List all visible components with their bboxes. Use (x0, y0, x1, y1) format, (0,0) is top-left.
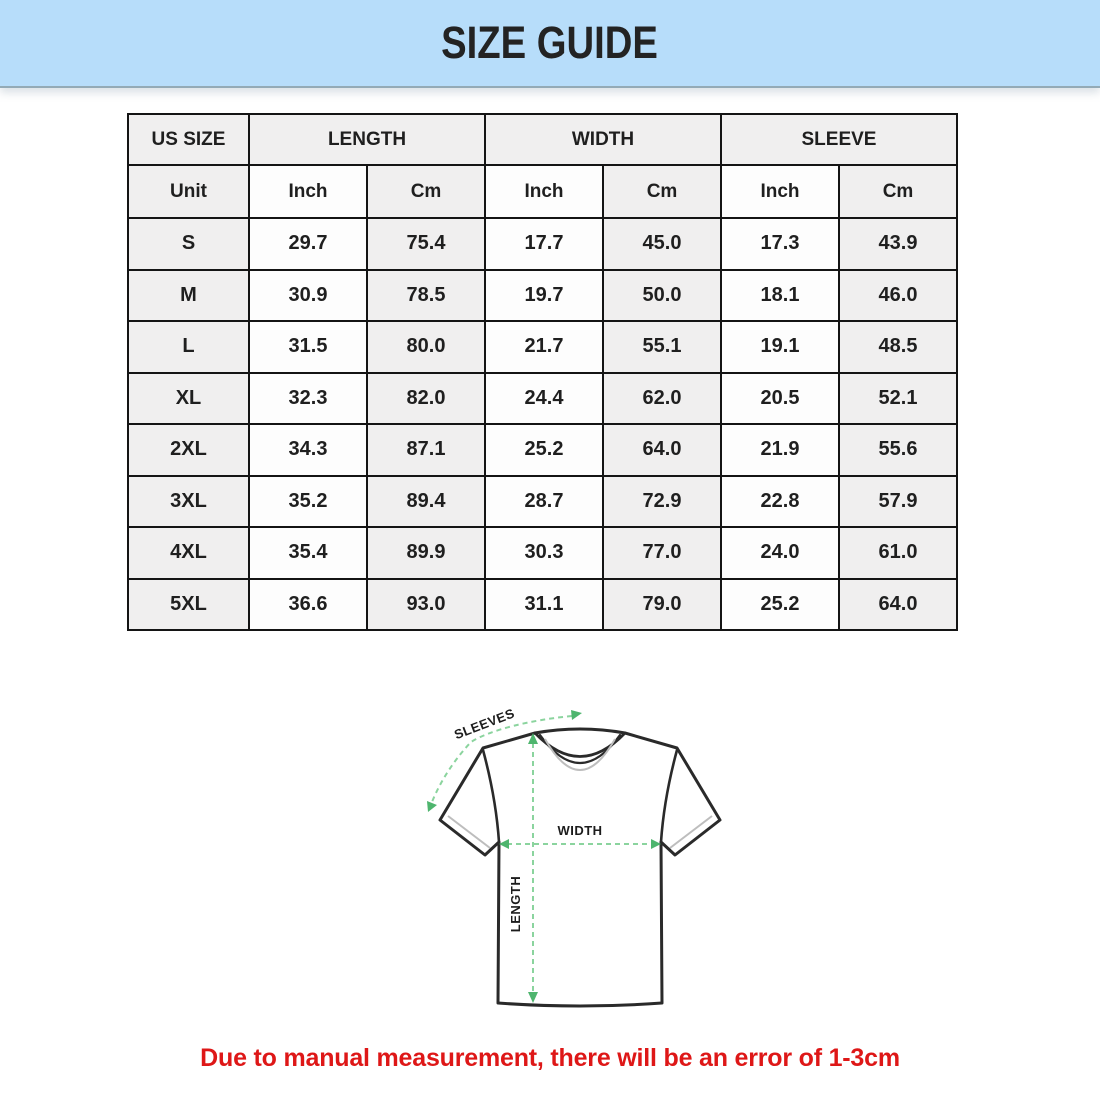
value-cell: 45.0 (602, 217, 722, 271)
value-cell: 21.9 (720, 423, 840, 477)
value-cell: 17.7 (484, 217, 604, 271)
value-cell: 25.2 (720, 577, 840, 631)
size-cell: M (127, 268, 250, 322)
value-cell: 35.2 (248, 474, 368, 528)
table-unit-row: Unit Inch Cm Inch Cm Inch Cm (127, 164, 958, 219)
value-cell: 82.0 (366, 371, 486, 425)
value-cell: 28.7 (484, 474, 604, 528)
table-row: L 31.5 80.0 21.7 55.1 19.1 48.5 (127, 320, 958, 374)
size-cell: 3XL (127, 474, 250, 528)
value-cell: 19.1 (720, 320, 840, 374)
sleeves-label: SLEEVES (452, 705, 517, 742)
value-cell: 79.0 (602, 577, 722, 631)
value-cell: 35.4 (248, 526, 368, 580)
value-cell: 30.9 (248, 268, 368, 322)
sleeves-arrow (427, 710, 582, 812)
value-cell: 62.0 (602, 371, 722, 425)
value-cell: 29.7 (248, 217, 368, 271)
size-cell: 5XL (127, 577, 250, 631)
value-cell: 64.0 (838, 577, 958, 631)
unit-cell: Unit (127, 164, 250, 219)
size-cell: S (127, 217, 250, 271)
measurement-note: Due to manual measurement, there will be… (200, 1044, 900, 1072)
value-cell: 22.8 (720, 474, 840, 528)
value-cell: 30.3 (484, 526, 604, 580)
header-cell-length: LENGTH (248, 113, 486, 166)
unit-cell-cm: Cm (838, 164, 958, 219)
value-cell: 48.5 (838, 320, 958, 374)
unit-cell-cm: Cm (366, 164, 486, 219)
value-cell: 18.1 (720, 268, 840, 322)
value-cell: 32.3 (248, 371, 368, 425)
value-cell: 46.0 (838, 268, 958, 322)
size-cell: XL (127, 371, 250, 425)
table-row: 4XL 35.4 89.9 30.3 77.0 24.0 61.0 (127, 526, 958, 580)
value-cell: 61.0 (838, 526, 958, 580)
value-cell: 20.5 (720, 371, 840, 425)
value-cell: 17.3 (720, 217, 840, 271)
value-cell: 36.6 (248, 577, 368, 631)
value-cell: 52.1 (838, 371, 958, 425)
value-cell: 21.7 (484, 320, 604, 374)
value-cell: 89.4 (366, 474, 486, 528)
unit-cell-inch: Inch (248, 164, 368, 219)
value-cell: 34.3 (248, 423, 368, 477)
value-cell: 43.9 (838, 217, 958, 271)
table-row: S 29.7 75.4 17.7 45.0 17.3 43.9 (127, 217, 958, 271)
table-row: XL 32.3 82.0 24.4 62.0 20.5 52.1 (127, 371, 958, 425)
size-table: US SIZE LENGTH WIDTH SLEEVE Unit Inch Cm… (127, 113, 958, 631)
tshirt-stitch-lines (447, 738, 713, 849)
value-cell: 93.0 (366, 577, 486, 631)
value-cell: 80.0 (366, 320, 486, 374)
value-cell: 55.1 (602, 320, 722, 374)
value-cell: 78.5 (366, 268, 486, 322)
header-cell-sleeve: SLEEVE (720, 113, 958, 166)
value-cell: 57.9 (838, 474, 958, 528)
table-row: 2XL 34.3 87.1 25.2 64.0 21.9 55.6 (127, 423, 958, 477)
table-row: 5XL 36.6 93.0 31.1 79.0 25.2 64.0 (127, 577, 958, 631)
value-cell: 89.9 (366, 526, 486, 580)
length-label: LENGTH (508, 876, 523, 932)
value-cell: 24.4 (484, 371, 604, 425)
tshirt-outline (438, 727, 722, 1008)
title-bar: SIZE GUIDE (0, 0, 1100, 88)
header-cell-width: WIDTH (484, 113, 722, 166)
value-cell: 24.0 (720, 526, 840, 580)
size-cell: 2XL (127, 423, 250, 477)
length-arrow (528, 733, 538, 1003)
size-cell: L (127, 320, 250, 374)
header-cell-us-size: US SIZE (127, 113, 250, 166)
value-cell: 25.2 (484, 423, 604, 477)
width-arrow (499, 839, 661, 849)
unit-cell-inch: Inch (720, 164, 840, 219)
table-row: 3XL 35.2 89.4 28.7 72.9 22.8 57.9 (127, 474, 958, 528)
value-cell: 50.0 (602, 268, 722, 322)
value-cell: 87.1 (366, 423, 486, 477)
unit-cell-cm: Cm (602, 164, 722, 219)
value-cell: 64.0 (602, 423, 722, 477)
unit-cell-inch: Inch (484, 164, 604, 219)
value-cell: 31.5 (248, 320, 368, 374)
value-cell: 55.6 (838, 423, 958, 477)
value-cell: 77.0 (602, 526, 722, 580)
width-label: WIDTH (557, 823, 602, 838)
value-cell: 19.7 (484, 268, 604, 322)
tshirt-measurement-diagram: SLEEVES WIDTH LENGTH (427, 705, 722, 1008)
page-title: SIZE GUIDE (441, 17, 659, 68)
table-row: M 30.9 78.5 19.7 50.0 18.1 46.0 (127, 268, 958, 322)
value-cell: 72.9 (602, 474, 722, 528)
size-cell: 4XL (127, 526, 250, 580)
value-cell: 31.1 (484, 577, 604, 631)
table-header-row: US SIZE LENGTH WIDTH SLEEVE (127, 113, 958, 166)
value-cell: 75.4 (366, 217, 486, 271)
